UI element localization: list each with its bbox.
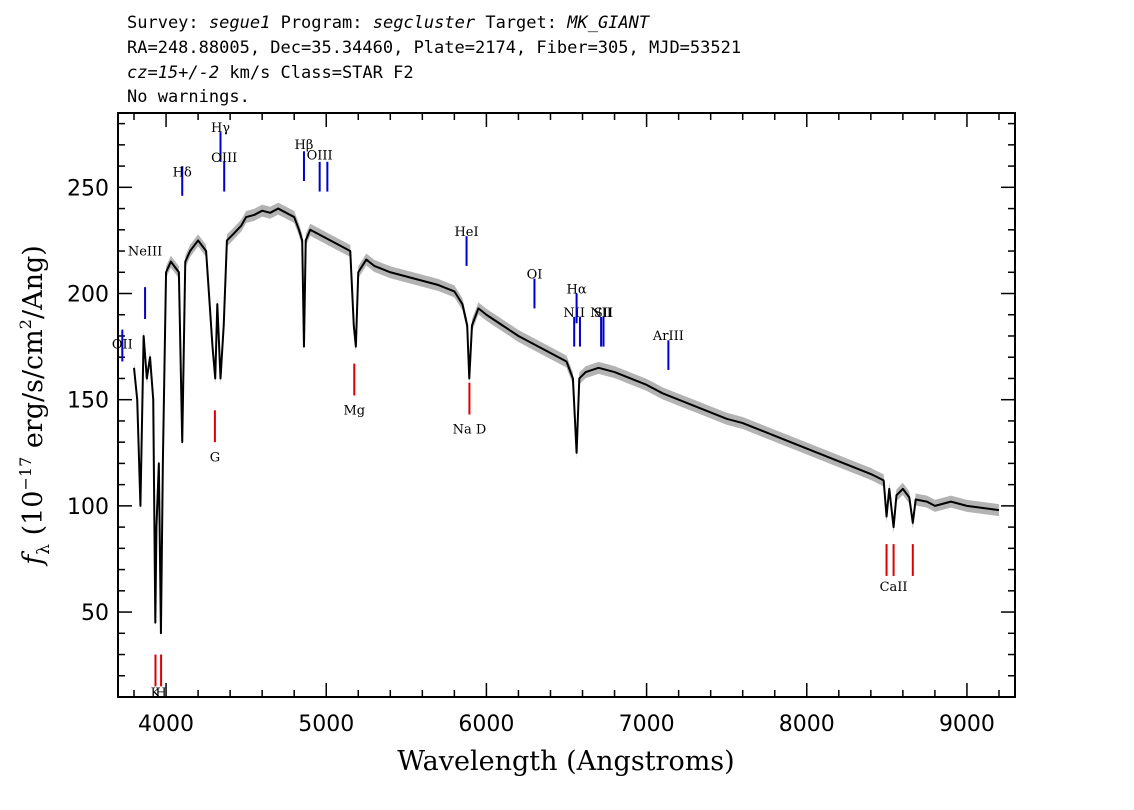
emission-line-label: OI [527,268,543,283]
target-label: Target: [485,13,557,33]
y-axis-pre: (10 [18,491,49,544]
y-axis-exp2: 2 [16,319,35,329]
header-line-3: cz=15+/-2 km/s Class=STAR F2 [127,63,414,83]
x-tick-labels: 4000 5000 6000 7000 8000 9000 [138,712,995,737]
absorption-line-label: H [155,686,166,701]
y-axis-title: fλ (10−17 erg/s/cm2/Ang) [16,245,54,567]
y-tick-labels: 50 100 150 200 250 [67,176,109,626]
x-tick-label: 9000 [939,712,995,737]
survey-value: segue1 [208,13,271,33]
y-tick-label: 100 [67,495,109,520]
absorption-line-label: K [151,686,161,701]
x-axis-title: Wavelength (Angstroms) [397,746,734,777]
y-axis-post: /Ang) [18,245,49,319]
header-line-4: No warnings. [127,87,250,107]
cz-value: cz=15+/-2 [127,63,220,83]
program-value: segcluster [372,13,476,33]
x-tick-label: 5000 [298,712,354,737]
spectrum-error-band [134,202,999,640]
spectrum-line [133,207,1000,635]
y-axis-mid: erg/s/cm [18,329,49,457]
y-axis-exp1: −17 [16,457,35,491]
x-tick-label: 7000 [619,712,675,737]
spectral-line-markers: OIINeIIIHδHγOIIIHβOIIIHeIOINIIHαNIISIIAr… [112,121,914,701]
emission-line-label: NII [590,306,612,321]
target-value: MK_GIANT [567,13,650,33]
program-label: Program: [280,13,363,33]
emission-line-label: SII [594,306,613,321]
class-info: km/s Class=STAR F2 [219,63,414,83]
emission-line-label: Hα [567,283,587,298]
emission-line-label: NII [563,306,585,321]
plot-frame [117,112,1016,698]
emission-line-label: NeIII [128,244,162,259]
y-axis-lambda: λ [34,544,54,555]
emission-line-label: HeI [454,225,478,240]
y-tick-label: 150 [67,389,109,414]
y-tick-label: 200 [67,283,109,308]
spectrum-series [133,207,1000,635]
x-tick-label: 6000 [458,712,514,737]
header-line-2: RA=248.88005, Dec=35.34460, Plate=2174, … [127,38,742,58]
absorption-line-label: Mg [343,404,365,419]
emission-line-label: Hγ [211,121,230,136]
survey-label: Survey: [127,13,199,33]
x-tick-label: 4000 [138,712,194,737]
emission-line-label: ArIII [652,329,684,344]
absorption-line-label: G [210,450,220,465]
emission-line-label: OIII [211,151,237,166]
emission-line-label: OII [112,338,133,353]
emission-line-label: Hδ [173,166,192,181]
x-tick-label: 8000 [779,712,835,737]
header-line-1: Survey: segue1 Program: segcluster Targe… [127,13,649,33]
emission-line-label: OIII [307,149,333,164]
emission-line-label: Hβ [295,138,314,153]
error-band [134,202,999,640]
absorption-line-label: CaII [880,580,908,595]
absorption-line-label: Na D [453,423,487,438]
y-tick-label: 50 [81,601,109,626]
y-tick-label: 250 [67,176,109,201]
axis-ticks [118,113,1015,697]
